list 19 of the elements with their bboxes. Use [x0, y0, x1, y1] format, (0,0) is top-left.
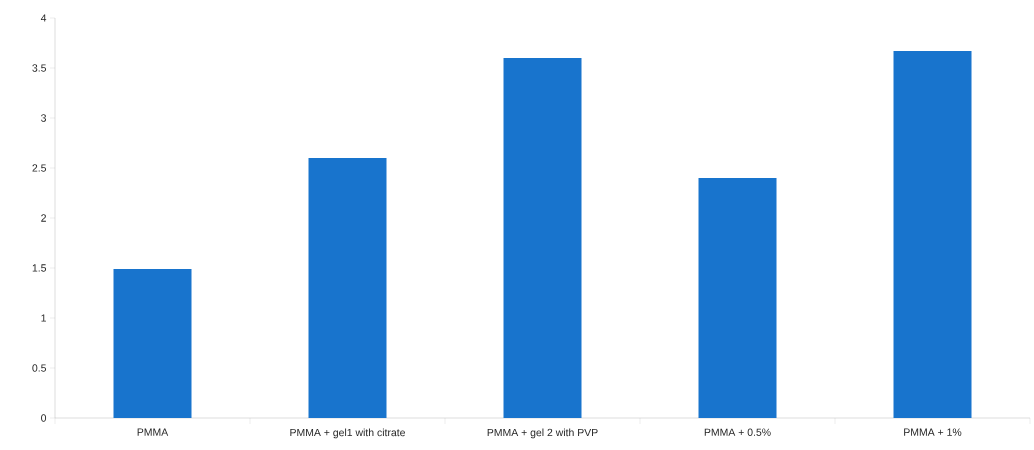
bar	[503, 58, 582, 418]
bar	[308, 158, 387, 418]
y-tick-label: 2	[41, 214, 46, 222]
x-tick-label: PMMA + gel1 with citrate	[290, 428, 406, 439]
x-tick-label: PMMA + 0.5%	[704, 428, 771, 436]
y-tick-label: 0	[41, 414, 47, 422]
y-tick-label: 2.5	[32, 164, 47, 172]
x-tick-label: PMMA + 1%	[904, 428, 962, 436]
y-tick-label: 3	[41, 114, 47, 122]
bar	[113, 269, 192, 418]
x-tick-label: PMMA + gel 2 with PVP	[487, 428, 598, 439]
x-tick-label: PMMA	[137, 428, 169, 436]
y-tick-label: 3.5	[32, 64, 47, 72]
y-tick-label: 0.5	[32, 364, 47, 372]
y-tick-label: 1.5	[32, 264, 47, 272]
y-tick-label: 1	[41, 314, 46, 322]
bar	[893, 51, 972, 418]
bar	[698, 178, 777, 418]
y-tick-label: 4	[40, 14, 47, 22]
